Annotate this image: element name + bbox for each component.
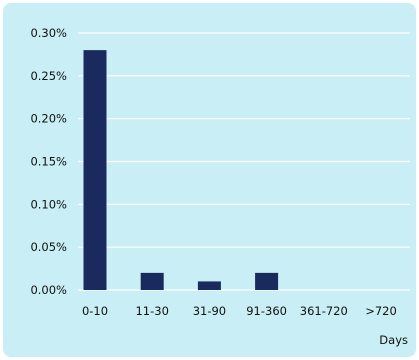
y-tick-label: 0.25% bbox=[30, 69, 67, 83]
bar-11-30 bbox=[140, 272, 164, 290]
bars bbox=[83, 50, 279, 291]
x-tick-label: >720 bbox=[365, 304, 397, 318]
x-axis-label: Days bbox=[379, 333, 408, 347]
x-tick-label: 361-720 bbox=[300, 304, 348, 318]
chart-panel bbox=[3, 3, 416, 357]
bar-91-360 bbox=[255, 272, 279, 290]
y-axis-ticks: 0.00% 0.05% 0.10% 0.15% 0.20% 0.25% 0.30% bbox=[30, 26, 67, 297]
x-tick-label: 0-10 bbox=[82, 304, 108, 318]
x-tick-label: 11-30 bbox=[135, 304, 168, 318]
x-axis-ticks: 0-10 11-30 31-90 91-360 361-720 >720 bbox=[82, 304, 397, 318]
y-tick-label: 0.10% bbox=[30, 197, 67, 211]
y-tick-label: 0.05% bbox=[30, 240, 67, 254]
y-tick-label: 0.00% bbox=[30, 283, 67, 297]
bar-0-10 bbox=[83, 50, 107, 291]
y-tick-label: 0.15% bbox=[30, 155, 67, 169]
y-tick-label: 0.20% bbox=[30, 112, 67, 126]
bar-31-90 bbox=[197, 281, 221, 290]
x-tick-label: 31-90 bbox=[193, 304, 226, 318]
y-tick-label: 0.30% bbox=[30, 26, 67, 40]
x-tick-label: 91-360 bbox=[246, 304, 287, 318]
grid-lines bbox=[78, 32, 410, 291]
